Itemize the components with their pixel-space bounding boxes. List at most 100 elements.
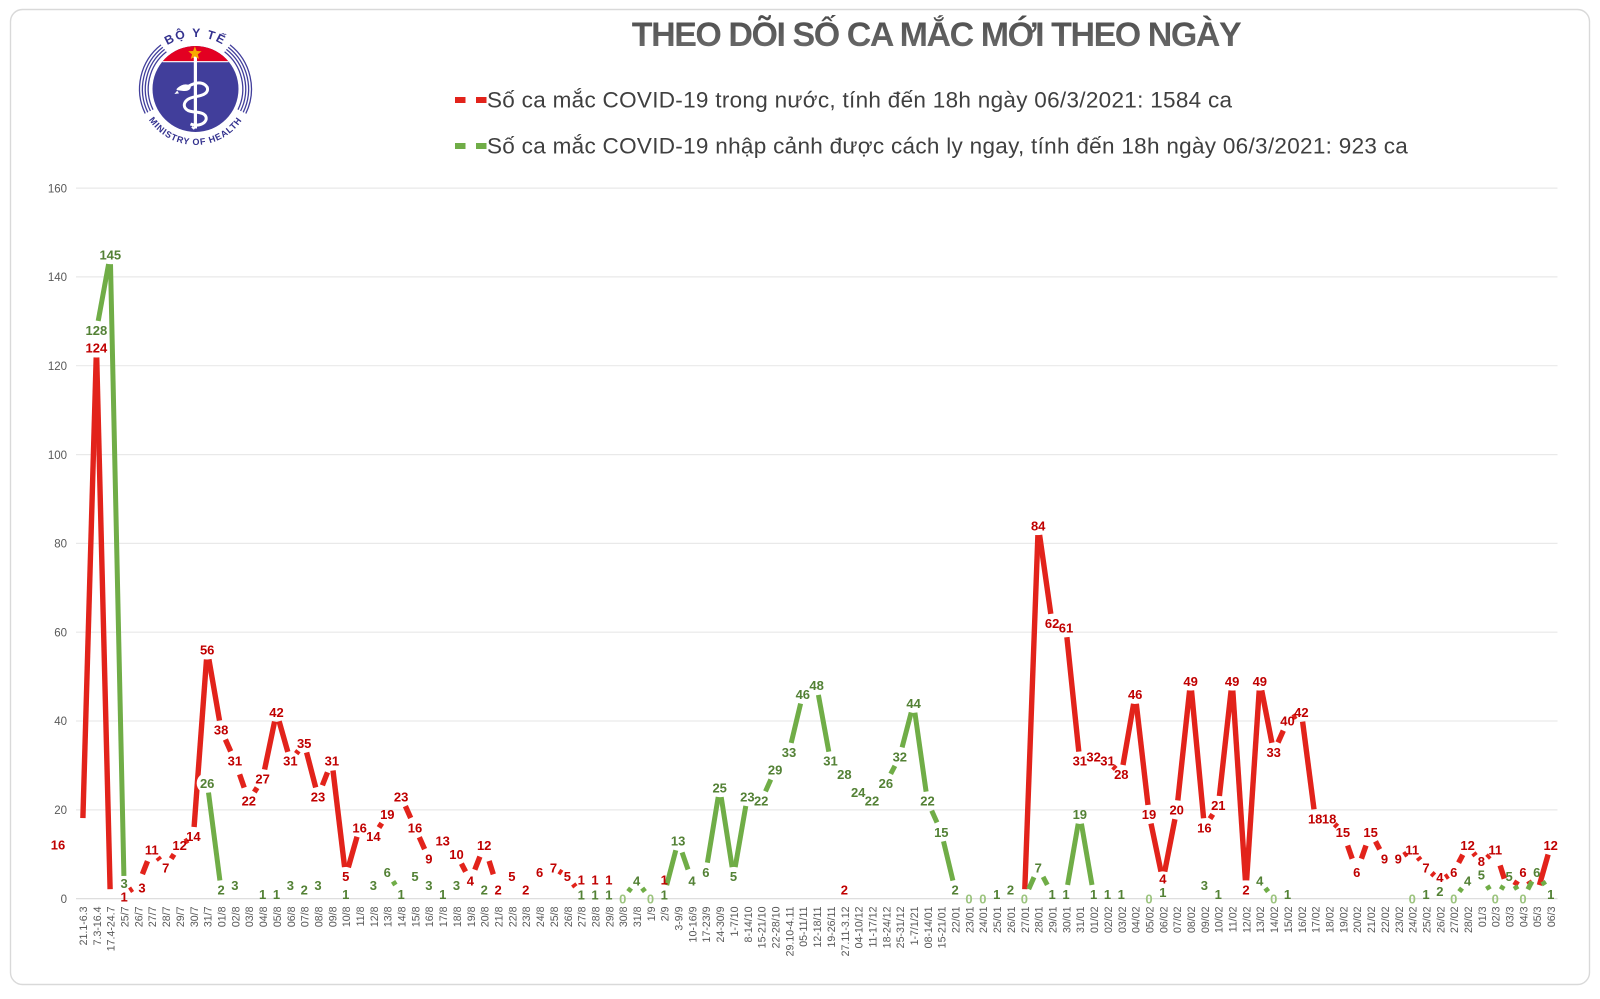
svg-text:15: 15	[1363, 825, 1377, 840]
svg-text:2: 2	[1242, 883, 1249, 898]
svg-text:16: 16	[408, 820, 422, 835]
svg-text:10-16/9: 10-16/9	[687, 906, 699, 942]
svg-text:0: 0	[1450, 891, 1457, 906]
svg-text:8-14/10: 8-14/10	[743, 906, 755, 942]
svg-text:05-11/11: 05-11/11	[798, 906, 810, 946]
svg-text:25/02: 25/02	[1422, 906, 1434, 933]
svg-text:56: 56	[200, 643, 214, 658]
svg-text:7: 7	[1035, 860, 1042, 875]
svg-text:4: 4	[633, 874, 641, 889]
svg-text:1: 1	[605, 873, 612, 888]
svg-text:15-21/10: 15-21/10	[757, 906, 769, 948]
svg-text:28/8: 28/8	[590, 906, 602, 927]
svg-text:0: 0	[1021, 891, 1028, 906]
svg-text:3: 3	[287, 878, 294, 893]
svg-text:19: 19	[1142, 807, 1156, 822]
svg-text:23/8: 23/8	[521, 906, 533, 927]
svg-text:12: 12	[1460, 838, 1474, 853]
svg-text:1: 1	[661, 888, 668, 903]
svg-text:5: 5	[342, 869, 349, 884]
svg-text:24/8: 24/8	[535, 906, 547, 927]
svg-text:22: 22	[242, 794, 256, 809]
svg-text:1: 1	[578, 888, 585, 903]
svg-text:29.10-4.11: 29.10-4.11	[784, 906, 796, 956]
svg-text:32: 32	[893, 749, 907, 764]
svg-text:128: 128	[86, 323, 108, 338]
svg-text:16/02: 16/02	[1297, 906, 1309, 933]
svg-text:18-24/12: 18-24/12	[881, 906, 893, 948]
svg-text:29/7: 29/7	[175, 906, 187, 927]
svg-text:0: 0	[1409, 891, 1416, 906]
svg-text:2: 2	[841, 883, 848, 898]
svg-text:13/8: 13/8	[383, 906, 395, 927]
svg-text:1: 1	[1118, 887, 1125, 902]
svg-text:38: 38	[214, 723, 228, 738]
svg-text:09/8: 09/8	[327, 906, 339, 927]
svg-text:22-28/10: 22-28/10	[771, 906, 783, 948]
svg-text:17/02: 17/02	[1311, 906, 1323, 933]
svg-text:06/3: 06/3	[1546, 906, 1558, 927]
svg-text:13/02: 13/02	[1255, 906, 1267, 933]
svg-text:2: 2	[494, 883, 501, 898]
svg-text:4: 4	[688, 874, 696, 889]
svg-text:40: 40	[54, 716, 67, 728]
svg-text:21: 21	[1211, 798, 1225, 813]
svg-text:04/8: 04/8	[258, 906, 270, 927]
svg-text:11: 11	[1488, 843, 1502, 858]
svg-text:9: 9	[425, 851, 432, 866]
svg-text:14: 14	[186, 829, 201, 844]
svg-text:25/7: 25/7	[120, 906, 132, 927]
svg-text:3: 3	[370, 878, 377, 893]
svg-text:11: 11	[145, 843, 159, 858]
svg-text:0: 0	[979, 891, 986, 906]
svg-text:28/02: 28/02	[1463, 906, 1475, 933]
svg-text:01/8: 01/8	[217, 906, 229, 927]
svg-text:15: 15	[1336, 825, 1350, 840]
svg-text:27.11-3.12: 27.11-3.12	[840, 906, 852, 956]
svg-text:2/9: 2/9	[660, 906, 672, 921]
svg-text:20/02: 20/02	[1352, 906, 1364, 933]
svg-text:10/02: 10/02	[1214, 906, 1226, 933]
svg-text:12: 12	[172, 838, 186, 853]
svg-text:0: 0	[1492, 891, 1499, 906]
svg-text:19/8: 19/8	[466, 906, 478, 927]
svg-text:1: 1	[1547, 887, 1554, 902]
svg-text:18: 18	[1308, 812, 1322, 827]
svg-text:35: 35	[297, 736, 311, 751]
svg-text:04/3: 04/3	[1518, 906, 1530, 927]
svg-text:24/01: 24/01	[978, 906, 990, 933]
svg-text:1: 1	[1422, 887, 1429, 902]
svg-text:1: 1	[342, 887, 349, 902]
svg-text:6: 6	[536, 865, 543, 880]
svg-text:2: 2	[301, 883, 308, 898]
svg-text:Số ca mắc COVID-19 nhập cảnh đ: Số ca mắc COVID-19 nhập cảnh được cách l…	[487, 134, 1408, 159]
svg-text:15: 15	[934, 825, 948, 840]
svg-text:1: 1	[1104, 887, 1111, 902]
svg-text:16: 16	[51, 838, 65, 853]
svg-text:1: 1	[1215, 887, 1222, 902]
svg-text:3-9/9: 3-9/9	[674, 906, 686, 930]
svg-text:2: 2	[522, 883, 529, 898]
svg-text:1: 1	[661, 873, 668, 888]
svg-text:49: 49	[1183, 674, 1197, 689]
svg-text:08-14/01: 08-14/01	[923, 906, 935, 948]
svg-text:31: 31	[1073, 754, 1087, 769]
svg-text:12: 12	[477, 838, 491, 853]
svg-text:15-21/01: 15-21/01	[937, 906, 949, 948]
svg-text:3: 3	[120, 876, 127, 891]
svg-text:6: 6	[1519, 865, 1526, 880]
svg-text:0: 0	[1145, 891, 1152, 906]
svg-text:22/8: 22/8	[507, 906, 519, 927]
svg-text:1: 1	[1090, 887, 1097, 902]
svg-text:23/01: 23/01	[964, 906, 976, 933]
svg-text:5: 5	[1505, 869, 1512, 884]
svg-text:23: 23	[394, 789, 408, 804]
svg-text:05/8: 05/8	[272, 906, 284, 927]
svg-text:02/3: 02/3	[1491, 906, 1503, 927]
svg-text:10: 10	[449, 847, 463, 862]
svg-text:1: 1	[120, 890, 127, 905]
svg-text:2: 2	[1007, 883, 1014, 898]
svg-text:12-18/11: 12-18/11	[812, 906, 824, 947]
svg-text:31/7: 31/7	[203, 906, 215, 927]
svg-text:1: 1	[1284, 887, 1291, 902]
